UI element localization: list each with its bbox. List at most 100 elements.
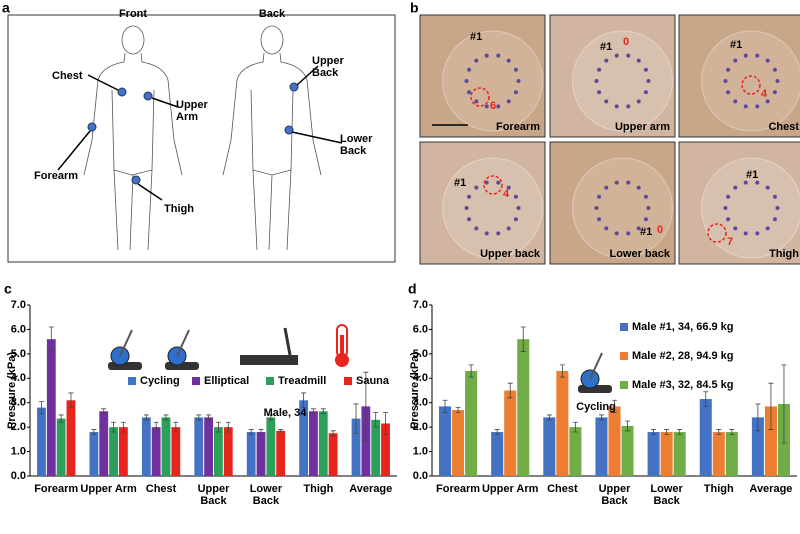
panel-letter: b bbox=[410, 0, 419, 16]
bar bbox=[621, 425, 634, 476]
legend-swatch bbox=[620, 323, 628, 331]
body-label: Lower Back bbox=[340, 133, 373, 157]
well-dot bbox=[467, 194, 472, 199]
error-bar bbox=[330, 430, 336, 437]
well-dot bbox=[614, 231, 619, 236]
bar bbox=[171, 427, 181, 476]
bar bbox=[712, 432, 725, 476]
well-dot bbox=[643, 90, 648, 95]
bar bbox=[361, 406, 371, 476]
bar bbox=[194, 417, 204, 476]
photo-label: Lower back bbox=[609, 248, 670, 260]
y-tick-label: 4.0 bbox=[413, 372, 428, 384]
well-dot bbox=[604, 99, 609, 104]
equipment-icon bbox=[119, 329, 133, 357]
well-dot bbox=[467, 67, 472, 72]
annotation: Male, 34 bbox=[264, 407, 308, 419]
body-label: Upper Arm bbox=[176, 99, 208, 123]
well-dot bbox=[614, 104, 619, 109]
bar bbox=[266, 417, 276, 476]
photo-marker: #1 bbox=[640, 226, 652, 238]
error-bar bbox=[494, 429, 500, 435]
error-bar bbox=[572, 421, 578, 433]
photo-label: Forearm bbox=[496, 121, 540, 133]
photo-count: 6 bbox=[490, 100, 496, 112]
well-dot bbox=[513, 217, 518, 222]
photo-label: Chest bbox=[768, 121, 799, 133]
well-dot bbox=[643, 67, 648, 72]
y-tick-label: 2.0 bbox=[11, 421, 26, 433]
bar bbox=[452, 410, 465, 476]
well-dot bbox=[626, 180, 631, 185]
well-dot bbox=[743, 231, 748, 236]
bar bbox=[56, 418, 66, 476]
error-bar bbox=[91, 429, 97, 435]
x-tick-label: Chest bbox=[547, 483, 578, 495]
error-bar bbox=[111, 421, 117, 433]
error-bar bbox=[320, 408, 326, 415]
error-bar bbox=[781, 364, 787, 444]
well-dot bbox=[506, 99, 511, 104]
well-dot bbox=[755, 104, 760, 109]
well-dot bbox=[506, 226, 511, 231]
bar bbox=[647, 432, 660, 476]
error-bar bbox=[442, 399, 448, 413]
error-bar bbox=[664, 429, 670, 435]
well-dot bbox=[516, 206, 521, 210]
well-dot bbox=[594, 79, 599, 83]
bar bbox=[118, 427, 128, 476]
well-dot bbox=[496, 53, 501, 58]
bar bbox=[309, 411, 318, 476]
photo-count: 7 bbox=[727, 236, 733, 248]
error-bar bbox=[520, 326, 526, 352]
well-dot bbox=[513, 90, 518, 95]
bar bbox=[751, 417, 764, 476]
error-bar bbox=[301, 392, 307, 408]
error-bar bbox=[258, 429, 264, 435]
well-dot bbox=[726, 67, 731, 72]
bar bbox=[381, 423, 390, 476]
well-dot bbox=[733, 99, 738, 104]
equipment-icon bbox=[176, 329, 190, 357]
x-tick-label: Lower Back bbox=[650, 483, 683, 507]
well-dot bbox=[772, 90, 777, 95]
bar bbox=[256, 432, 266, 476]
well-dot bbox=[743, 180, 748, 185]
bar bbox=[37, 407, 46, 476]
x-tick-label: Forearm bbox=[34, 483, 79, 495]
well-dot bbox=[597, 67, 602, 72]
well-dot bbox=[765, 99, 770, 104]
photo-marker: #1 bbox=[730, 39, 742, 51]
y-tick-label: 0.0 bbox=[11, 470, 26, 482]
well-dot bbox=[723, 79, 728, 83]
well-dot bbox=[765, 58, 770, 63]
photo bbox=[419, 14, 546, 138]
well-dot bbox=[594, 206, 599, 210]
bar bbox=[328, 433, 338, 476]
error-bar bbox=[101, 408, 107, 415]
x-tick-label: Thigh bbox=[303, 483, 334, 495]
y-tick-label: 0.0 bbox=[413, 470, 428, 482]
well-dot bbox=[474, 58, 479, 63]
x-tick-label: Upper Arm bbox=[80, 483, 137, 495]
well-dot bbox=[597, 90, 602, 95]
error-bar bbox=[651, 429, 657, 435]
bar bbox=[556, 370, 569, 476]
bar bbox=[161, 417, 171, 476]
y-tick-label: 1.0 bbox=[413, 445, 428, 457]
back-title: Back bbox=[259, 8, 286, 20]
well-dot bbox=[626, 231, 631, 236]
well-dot bbox=[772, 194, 777, 199]
error-bar bbox=[163, 414, 169, 421]
body-label: Upper Back bbox=[312, 55, 344, 79]
x-tick-label: Thigh bbox=[703, 483, 734, 495]
well-dot bbox=[474, 99, 479, 104]
well-dot bbox=[743, 104, 748, 109]
well-dot bbox=[513, 194, 518, 199]
well-dot bbox=[506, 58, 511, 63]
bar bbox=[214, 427, 223, 476]
x-tick-label: Forearm bbox=[436, 483, 481, 495]
bar bbox=[109, 427, 118, 476]
annotation: Cycling bbox=[576, 401, 616, 413]
well-dot bbox=[775, 206, 780, 210]
